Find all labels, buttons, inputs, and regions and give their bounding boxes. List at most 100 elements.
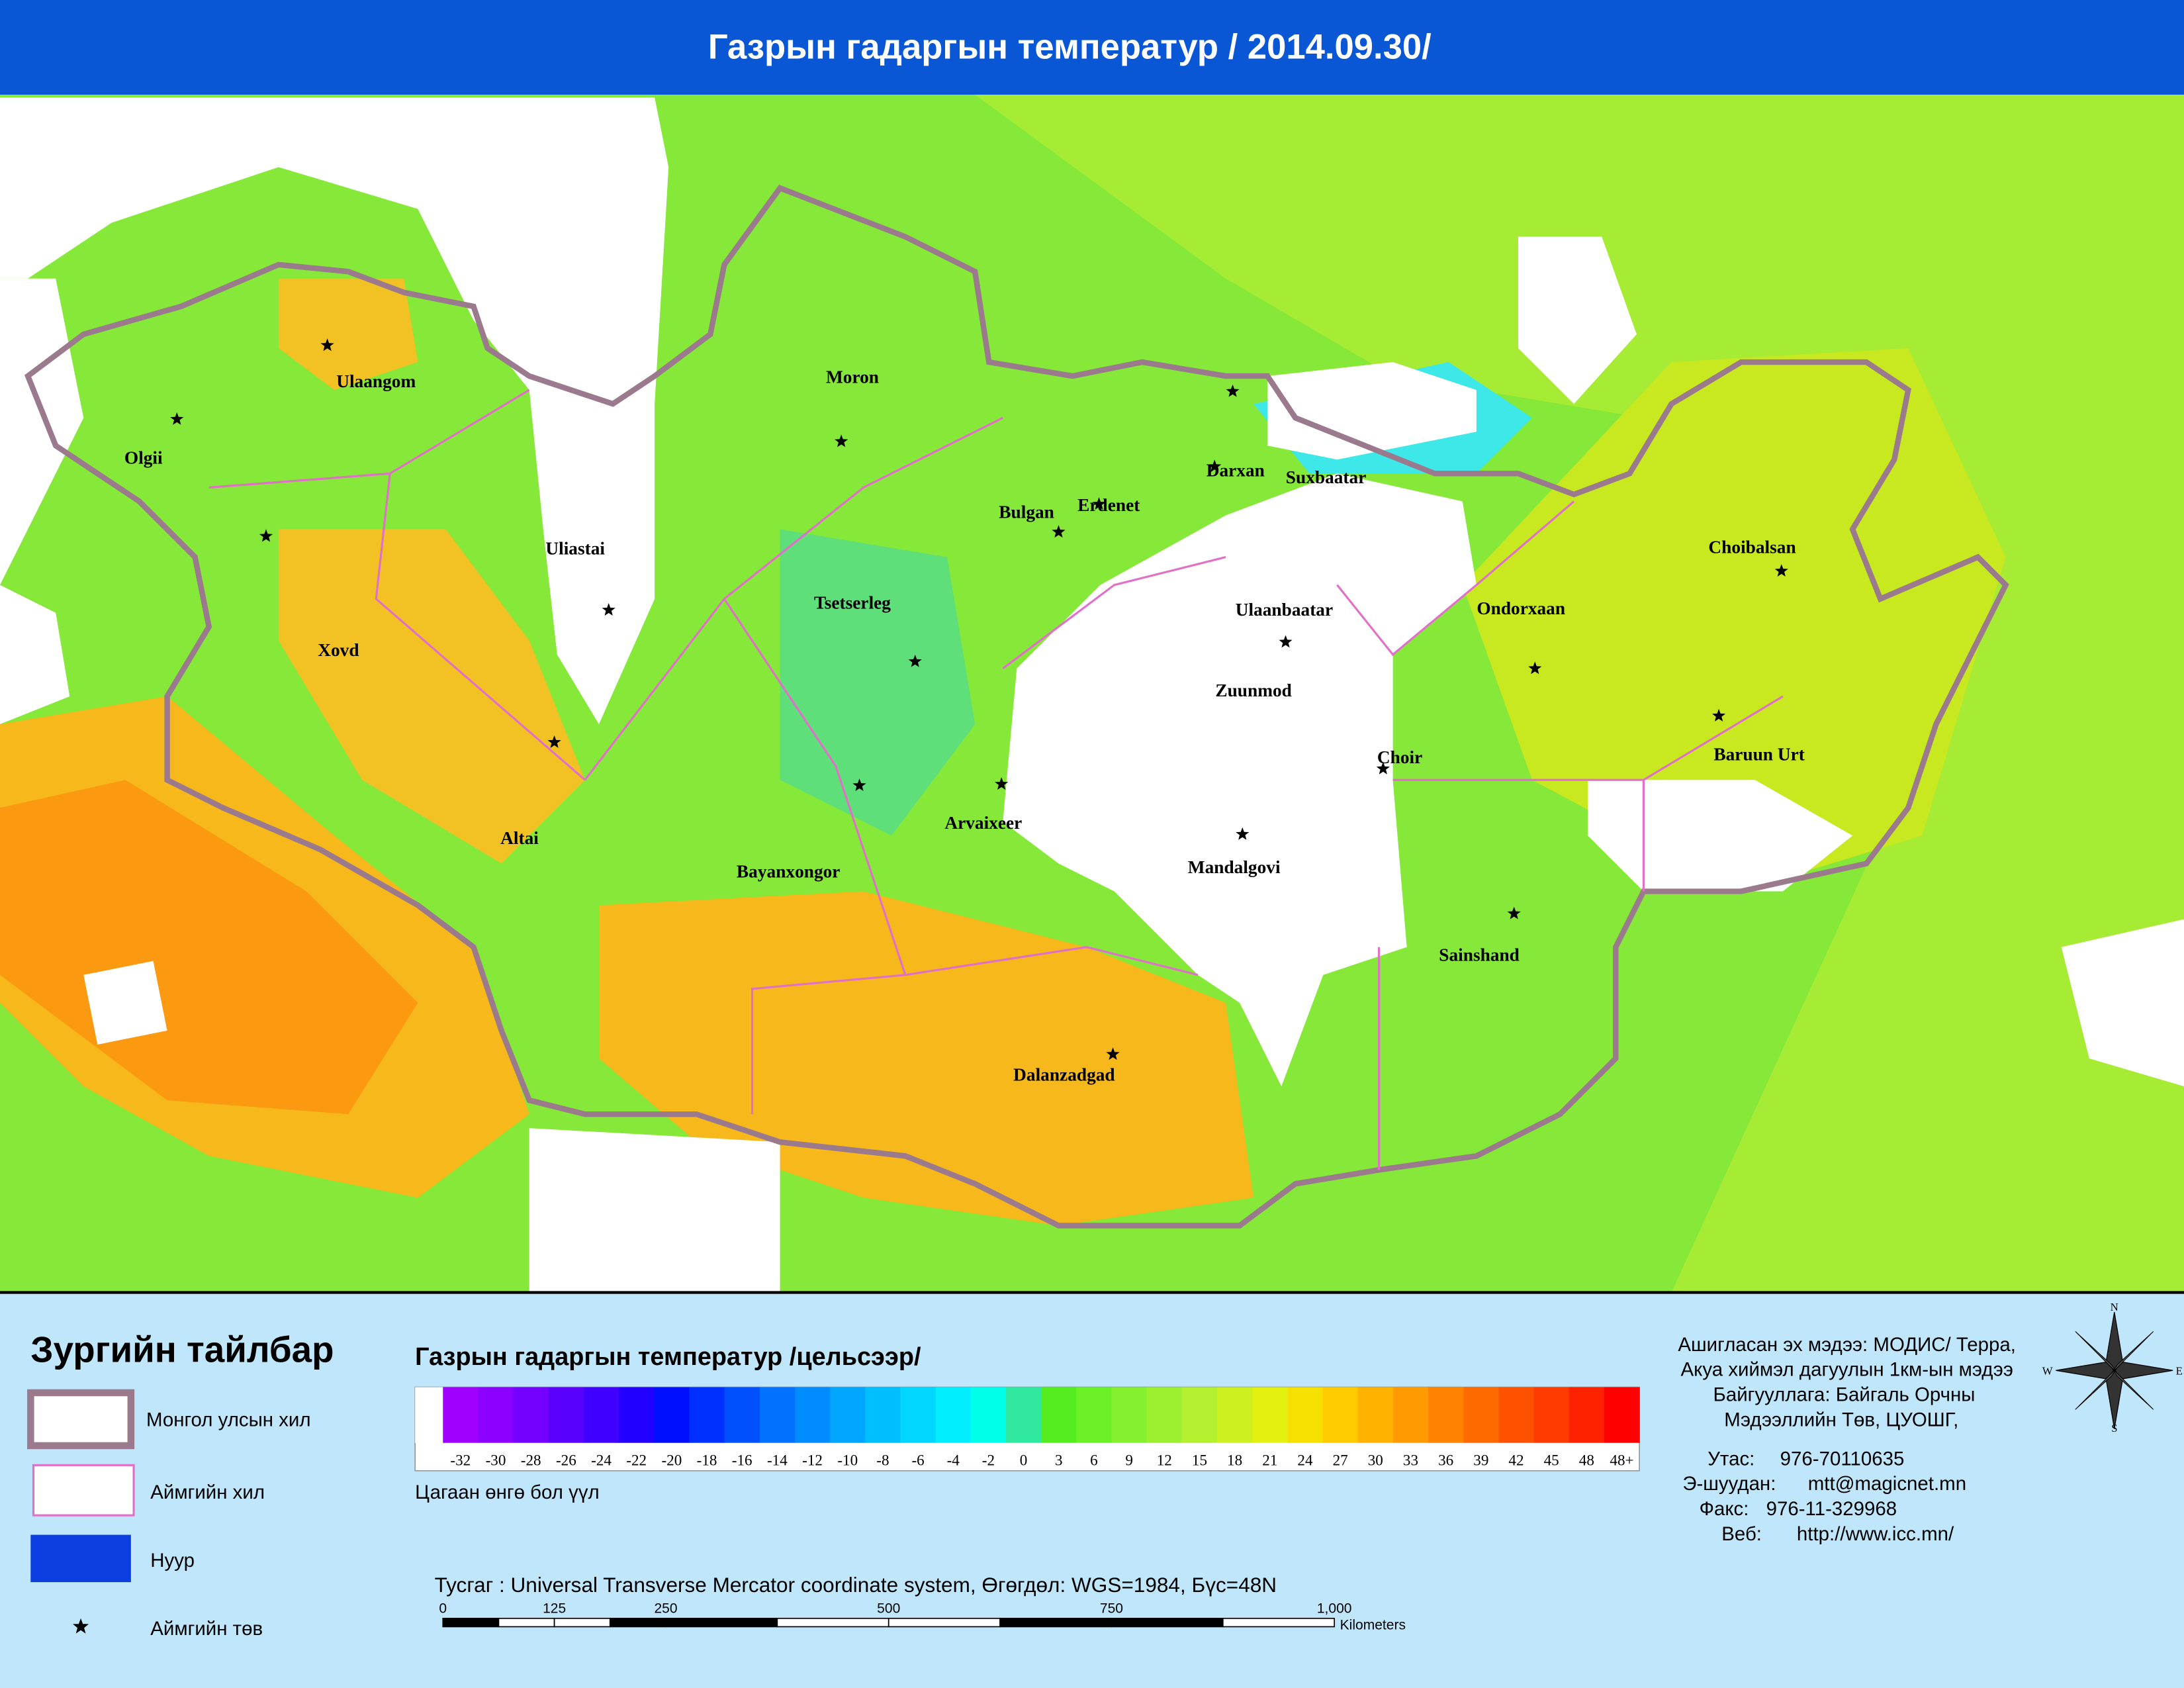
city-star <box>1236 827 1250 840</box>
colorbar-label: -32 <box>450 1452 471 1469</box>
colorbar-swatch <box>1111 1387 1148 1443</box>
city-star <box>1528 661 1542 675</box>
hot-region <box>278 278 418 391</box>
scalebar-segment <box>999 1617 1113 1628</box>
city-label: Altai <box>500 828 539 848</box>
compass: N E S W <box>2042 1301 2183 1434</box>
colorbar-label: -22 <box>626 1452 647 1469</box>
city-label: Olgii <box>124 448 163 468</box>
compass-rose <box>2075 1331 2154 1410</box>
legend-item: Нуур <box>150 1550 195 1571</box>
city-star <box>259 529 273 542</box>
cloud <box>2061 919 2184 1087</box>
cloud <box>1267 362 1477 460</box>
scalebar-label: 0 <box>439 1601 447 1616</box>
colorbar-swatch <box>865 1387 901 1443</box>
city-label: Baruun Urt <box>1713 745 1805 765</box>
colorbar-swatch <box>935 1387 972 1443</box>
colorbar-swatch <box>1041 1387 1077 1443</box>
scalebar-segment <box>665 1617 778 1628</box>
colorbar-label: -20 <box>661 1452 682 1469</box>
hot-region <box>278 529 585 864</box>
legend-item: Монгол улсын хил <box>146 1409 311 1430</box>
colorbar-title: Газрын гадаргын температур /цельсээр/ <box>415 1343 921 1371</box>
national-border <box>24 184 2009 1229</box>
city-label: Moron <box>826 367 879 387</box>
cloud <box>1518 236 1637 404</box>
scalebar-label: 750 <box>1100 1601 1123 1616</box>
colorbar-label: 21 <box>1262 1452 1277 1469</box>
city-star <box>170 412 184 425</box>
city-label: Erdenet <box>1077 495 1140 515</box>
city-label: Zuunmod <box>1215 680 1292 700</box>
colorbar-label: -16 <box>732 1452 752 1469</box>
colorbar-label: -4 <box>947 1452 960 1469</box>
colorbar-swatch <box>548 1387 584 1443</box>
cloud <box>529 390 655 725</box>
colorbar-label: -26 <box>556 1452 576 1469</box>
colorbar-label: 27 <box>1333 1452 1348 1469</box>
colorbar-label: -10 <box>837 1452 858 1469</box>
city-star <box>1711 708 1726 722</box>
colorbar-label: -24 <box>591 1452 612 1469</box>
cloud <box>1588 780 1853 892</box>
colorbar-swatch <box>830 1387 866 1443</box>
city-label: Dalanzadgad <box>1013 1065 1115 1085</box>
cool-region <box>780 529 976 836</box>
colorbar-swatch-cloud <box>415 1387 443 1443</box>
colorbar-swatch <box>900 1387 936 1443</box>
compass-letter: E <box>2176 1365 2183 1378</box>
colorbar-label: 30 <box>1368 1452 1383 1469</box>
cloud-note: Цагаан өнгө бол үүл <box>415 1481 600 1503</box>
colorbar-swatch <box>619 1387 655 1443</box>
scalebar-segment <box>442 1617 500 1628</box>
legend-star <box>73 1618 89 1634</box>
city-label: Bulgan <box>999 502 1054 522</box>
city-label: Ondorxaan <box>1477 598 1565 618</box>
city-star <box>1774 564 1788 577</box>
contact-label: Факс: <box>1700 1498 1749 1520</box>
scalebar-segment <box>776 1617 889 1628</box>
colorbar-label: -6 <box>911 1452 924 1469</box>
city-star <box>835 434 848 447</box>
city-star <box>1279 635 1293 648</box>
scalebar-label: 500 <box>877 1601 900 1616</box>
city-label: Xovd <box>318 640 359 660</box>
scalebar-unit: Kilometers <box>1340 1618 1406 1633</box>
cloud <box>0 585 70 725</box>
cloud <box>83 961 167 1045</box>
colorbar-label: -2 <box>982 1452 995 1469</box>
colorbar-swatch <box>1357 1387 1394 1443</box>
colorbar-label: 39 <box>1473 1452 1488 1469</box>
city-label: Choir <box>1377 747 1422 767</box>
cities: Ulaangom Olgii Xovd Uliastai Moron Tsetserleg… <box>124 338 1805 1085</box>
contact-label: Утас: <box>1707 1448 1754 1470</box>
cloud <box>1003 473 1477 1087</box>
city-star <box>1052 525 1066 538</box>
colorbar-label: 48 <box>1579 1452 1594 1469</box>
city-star <box>1376 761 1390 774</box>
city-label: Tsetserleg <box>814 592 891 612</box>
colorbar-label: -30 <box>486 1452 506 1469</box>
compass-letter: W <box>2042 1365 2053 1378</box>
city-label: Sainshand <box>1439 945 1520 965</box>
cloud <box>0 97 669 418</box>
colorbar-label: 6 <box>1090 1452 1098 1469</box>
scalebar-segment <box>887 1617 1001 1628</box>
colorbar-label: 42 <box>1508 1452 1524 1469</box>
colorbar-swatch <box>759 1387 796 1443</box>
scalebar-label: 1,000 <box>1317 1601 1352 1616</box>
colorbar-swatch <box>1322 1387 1359 1443</box>
colorbar-swatch <box>689 1387 725 1443</box>
city-star <box>852 778 866 792</box>
colorbar-label: 24 <box>1297 1452 1313 1469</box>
contact-value: 976-11-329968 <box>1766 1498 1897 1520</box>
city-label: Ulaanbaatar <box>1236 600 1333 620</box>
colorbar-label: 3 <box>1055 1452 1063 1469</box>
colorbar-swatch <box>1181 1387 1218 1443</box>
colorbar-swatch <box>1252 1387 1289 1443</box>
colorbar-label: -28 <box>521 1452 541 1469</box>
city-label: Uliastai <box>545 538 605 558</box>
colorbar-swatch <box>970 1387 1007 1443</box>
